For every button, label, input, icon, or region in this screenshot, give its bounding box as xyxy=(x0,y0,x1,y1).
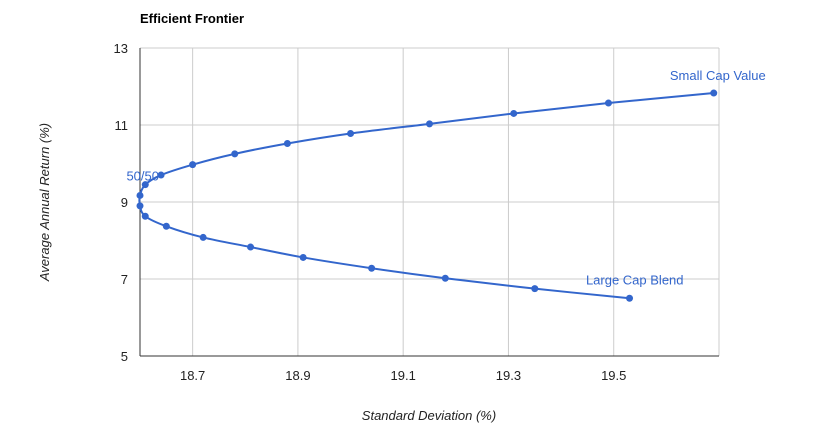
data-point[interactable] xyxy=(136,202,144,210)
data-point[interactable] xyxy=(347,129,355,137)
y-tick-label: 13 xyxy=(114,41,128,56)
data-point[interactable] xyxy=(368,264,376,272)
y-tick-label: 9 xyxy=(121,195,128,210)
x-tick-label: 18.9 xyxy=(285,368,310,383)
series-layer xyxy=(136,89,718,302)
x-tick-label: 19.3 xyxy=(496,368,521,383)
y-tick-label: 11 xyxy=(115,118,129,133)
data-point[interactable] xyxy=(162,222,170,230)
annotations: Small Cap Value 50/50 Large Cap Blend xyxy=(126,68,765,287)
annotation-label: Small Cap Value xyxy=(670,68,766,83)
data-point[interactable] xyxy=(247,243,255,251)
annotation-label: 50/50 xyxy=(126,168,159,183)
data-point[interactable] xyxy=(299,253,307,261)
gridlines xyxy=(140,47,720,357)
data-point[interactable] xyxy=(141,212,149,220)
data-point[interactable] xyxy=(189,161,197,169)
data-point[interactable] xyxy=(157,171,165,179)
data-point[interactable] xyxy=(531,285,539,293)
data-point[interactable] xyxy=(604,99,612,107)
data-point[interactable] xyxy=(626,294,634,302)
data-point[interactable] xyxy=(710,89,718,97)
data-point[interactable] xyxy=(199,233,207,241)
x-axis-label: Standard Deviation (%) xyxy=(362,408,496,423)
x-tick-label: 19.1 xyxy=(391,368,416,383)
y-axis-label: Average Annual Return (%) xyxy=(37,123,52,282)
data-point[interactable] xyxy=(136,191,144,199)
data-point[interactable] xyxy=(141,181,149,189)
x-tick-label: 18.7 xyxy=(180,368,205,383)
x-tick-label: 19.5 xyxy=(601,368,626,383)
tick-labels: 5 7 9 11 13 18.7 18.9 19.1 19.3 19.5 xyxy=(114,41,627,383)
data-point[interactable] xyxy=(231,150,239,158)
annotation-label: Large Cap Blend xyxy=(586,272,684,287)
y-tick-label: 7 xyxy=(121,272,128,287)
data-point[interactable] xyxy=(441,274,449,282)
y-tick-label: 5 xyxy=(121,349,128,364)
data-point[interactable] xyxy=(510,109,518,117)
chart-title: Efficient Frontier xyxy=(140,11,244,26)
data-point[interactable] xyxy=(426,120,433,128)
data-point[interactable] xyxy=(283,139,291,147)
